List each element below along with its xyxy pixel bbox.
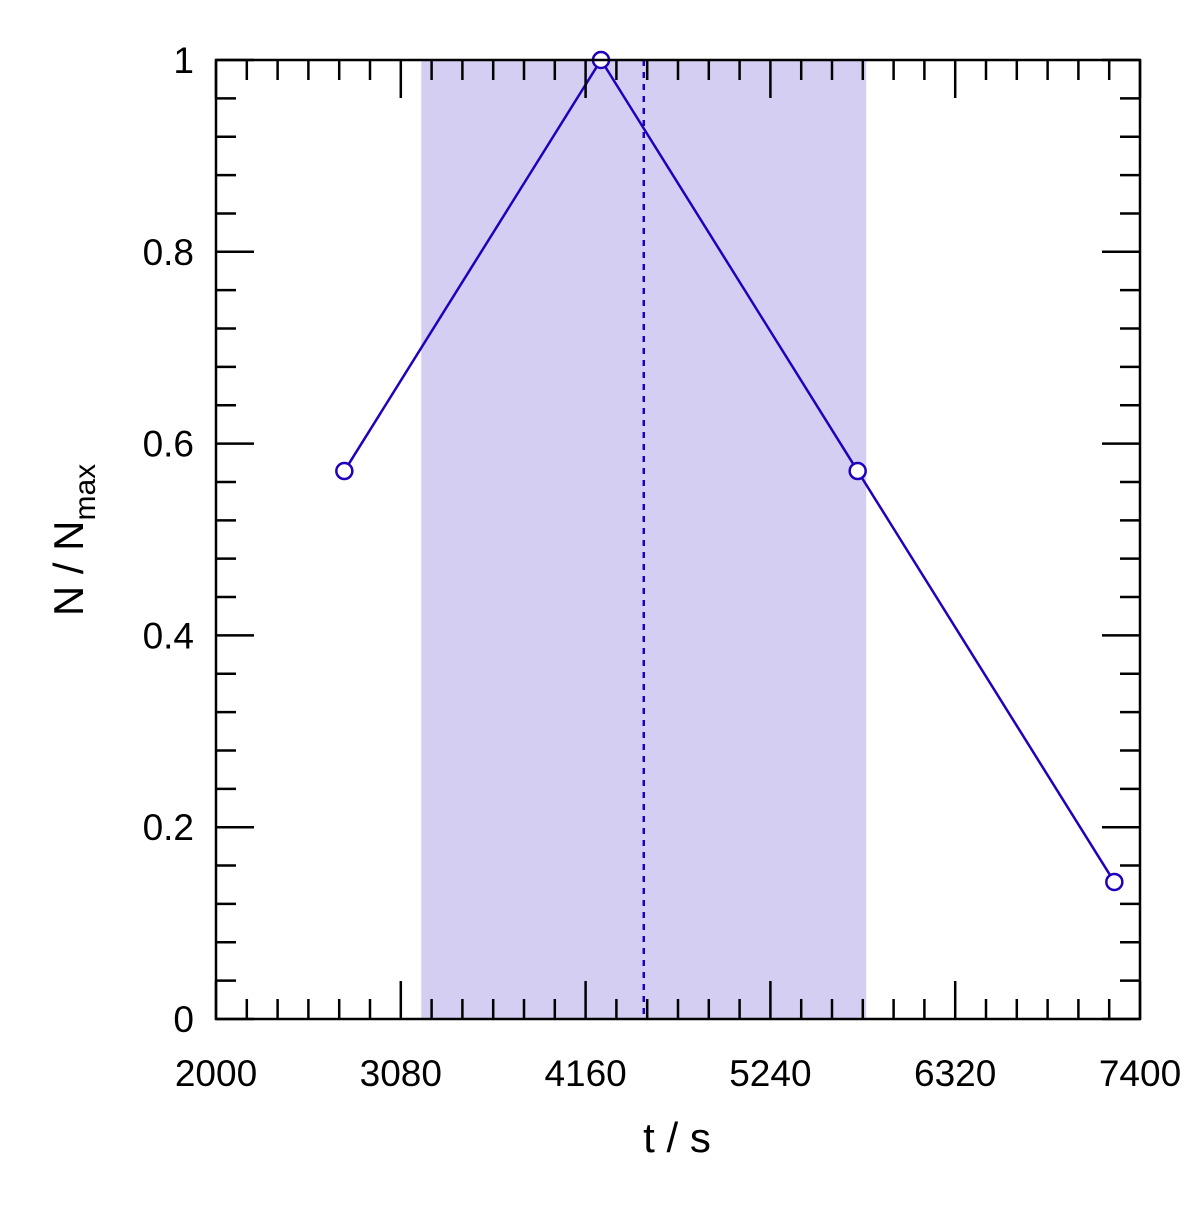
x-axis-title: t / s (643, 1114, 711, 1161)
y-tick-label: 1 (173, 40, 194, 81)
y-axis-title-subscript: max (69, 464, 102, 521)
shaded-band (421, 60, 867, 1019)
y-tick-label: 0.4 (143, 615, 194, 656)
y-tick-label: 0 (173, 999, 194, 1040)
x-tick-label: 4160 (544, 1053, 626, 1094)
data-point (1105, 872, 1124, 892)
x-tick-label: 5240 (729, 1053, 811, 1094)
data-point (335, 461, 354, 481)
y-tick-label: 0.2 (143, 807, 194, 848)
x-tick-label: 3080 (360, 1053, 442, 1094)
series-line (343, 57, 1116, 883)
data-point (848, 461, 867, 481)
x-tick-label: 7400 (1099, 1053, 1181, 1094)
x-tick-label: 2000 (175, 1053, 257, 1094)
y-tick-label: 0.8 (143, 232, 194, 273)
y-axis-title: N / Nmax (45, 464, 102, 616)
y-tick-label: 0.6 (143, 424, 194, 465)
x-tick-label: 6320 (914, 1053, 996, 1094)
y-axis-title-main: N / N (45, 521, 92, 617)
